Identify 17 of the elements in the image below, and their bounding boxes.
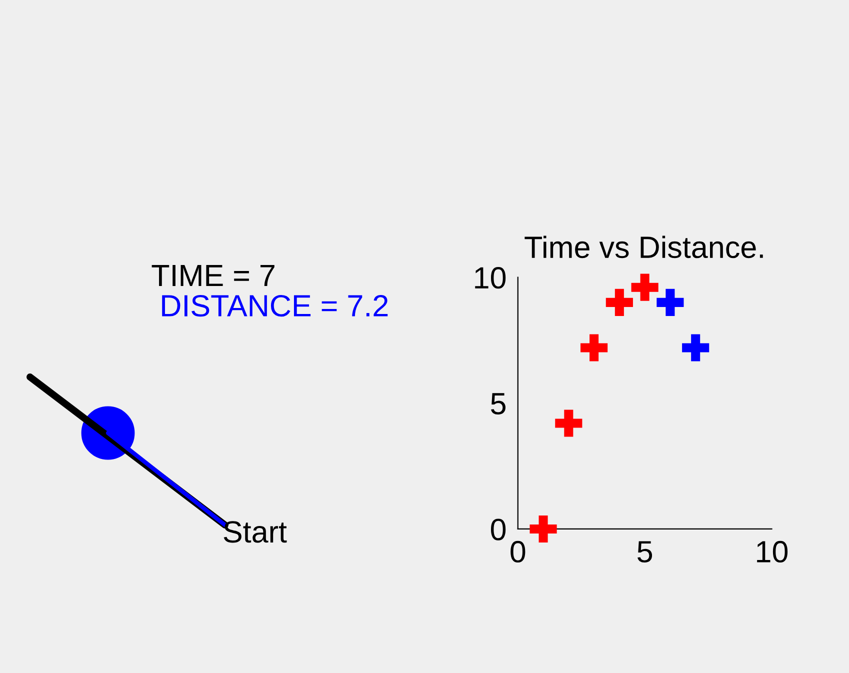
chart-title: Time vs Distance. — [524, 236, 763, 258]
point — [555, 410, 582, 437]
y-tick-label: 10 — [475, 267, 506, 289]
y-tick-label: 5 — [491, 393, 506, 414]
x-tick-label: 0 — [510, 540, 526, 563]
text: Start — [224, 521, 287, 543]
point — [656, 288, 684, 316]
y-tick-label: 0 — [490, 518, 506, 540]
text: DISTANCE = 7.2 — [162, 294, 388, 317]
point — [530, 515, 557, 543]
point — [606, 288, 633, 316]
point — [631, 274, 658, 301]
x-tick-label: 5 — [638, 541, 652, 563]
point — [580, 334, 608, 362]
x-tick-label: 10 — [757, 540, 788, 563]
point — [682, 334, 710, 362]
text: TIME = 7 — [152, 265, 274, 286]
